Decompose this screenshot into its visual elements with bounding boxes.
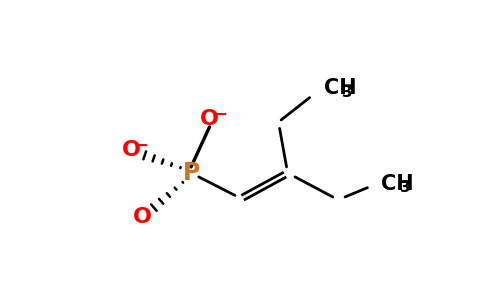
Text: O: O xyxy=(200,109,219,129)
Text: 3: 3 xyxy=(342,85,353,100)
Text: CH: CH xyxy=(323,78,356,98)
Text: 3: 3 xyxy=(400,180,410,195)
Text: −: − xyxy=(134,137,149,155)
Text: CH: CH xyxy=(381,174,414,194)
Text: P: P xyxy=(182,161,200,185)
Text: −: − xyxy=(212,106,227,124)
Text: O: O xyxy=(121,140,140,160)
Text: O: O xyxy=(133,207,152,227)
